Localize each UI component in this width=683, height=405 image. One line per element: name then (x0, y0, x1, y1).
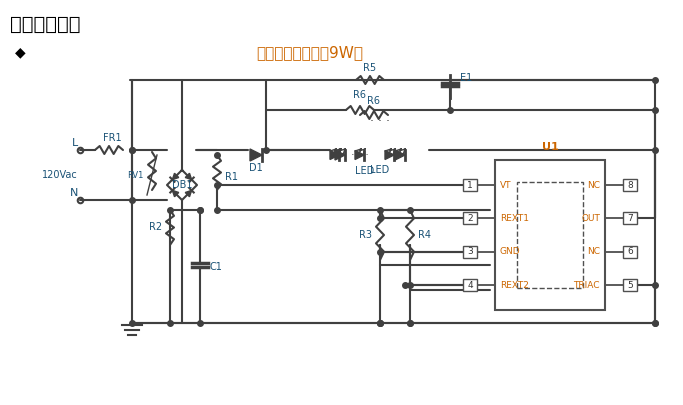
Text: R1: R1 (225, 173, 238, 183)
Text: 可控硅调光方案（9W）: 可控硅调光方案（9W） (257, 45, 363, 60)
Text: GND: GND (500, 247, 520, 256)
Text: · · ·: · · · (370, 115, 390, 128)
Text: C1: C1 (210, 262, 223, 271)
Text: E1: E1 (460, 73, 472, 83)
Text: LED: LED (355, 166, 374, 176)
Bar (517, 182, 583, 288)
Polygon shape (172, 190, 179, 197)
Bar (623, 279, 637, 291)
Text: U1: U1 (542, 142, 559, 152)
Text: FR1: FR1 (103, 133, 122, 143)
Text: 120Vac: 120Vac (42, 170, 78, 180)
Bar (463, 246, 477, 258)
Text: 6: 6 (627, 247, 633, 256)
Text: VT: VT (500, 181, 512, 190)
Polygon shape (185, 190, 192, 197)
Text: · · ·: · · · (351, 150, 369, 160)
Bar (623, 246, 637, 258)
Text: 典型应用方案: 典型应用方案 (10, 15, 81, 34)
Text: 4: 4 (467, 281, 473, 290)
Text: L: L (72, 138, 78, 148)
Text: R3: R3 (359, 230, 372, 240)
Text: D1: D1 (249, 163, 263, 173)
Text: REXT1: REXT1 (500, 214, 529, 223)
Polygon shape (335, 150, 345, 160)
Text: DB1: DB1 (171, 180, 192, 190)
Text: R5: R5 (363, 63, 376, 73)
Polygon shape (330, 151, 339, 160)
Text: R6: R6 (354, 90, 367, 100)
Text: 7: 7 (627, 214, 633, 223)
Bar (463, 212, 477, 224)
Text: R2: R2 (149, 222, 162, 232)
Bar (463, 279, 477, 291)
Polygon shape (355, 151, 364, 160)
Polygon shape (172, 173, 179, 180)
Text: RV1: RV1 (128, 171, 144, 179)
Text: ◆: ◆ (15, 45, 26, 59)
Bar (463, 179, 477, 191)
Text: R6: R6 (367, 96, 380, 106)
Text: N: N (70, 188, 78, 198)
Text: OUT: OUT (581, 214, 600, 223)
Text: R4: R4 (418, 230, 431, 240)
Text: 1: 1 (467, 181, 473, 190)
Bar (623, 212, 637, 224)
Text: 5: 5 (627, 281, 633, 290)
Text: NC: NC (587, 181, 600, 190)
Text: 2: 2 (467, 214, 473, 223)
Polygon shape (250, 149, 262, 161)
Text: TRIAC: TRIAC (574, 281, 600, 290)
Polygon shape (185, 173, 192, 180)
Bar (623, 179, 637, 191)
Bar (495, 160, 605, 310)
Polygon shape (385, 151, 394, 160)
Text: REXT2: REXT2 (500, 281, 529, 290)
Text: 3: 3 (467, 247, 473, 256)
Text: LED: LED (370, 165, 389, 175)
Text: NC: NC (587, 247, 600, 256)
Text: 8: 8 (627, 181, 633, 190)
Polygon shape (395, 150, 405, 160)
